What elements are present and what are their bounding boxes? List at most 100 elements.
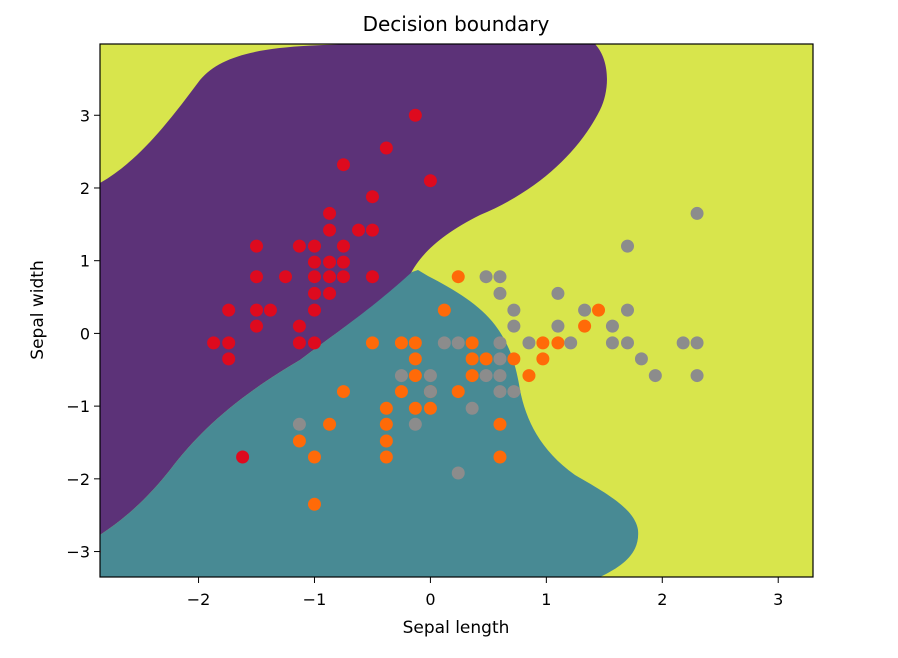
point-series-1-33 [307, 497, 321, 511]
y-tick-label: 3 [80, 106, 90, 125]
y-tick-label: 1 [80, 252, 90, 271]
point-series-0-5 [323, 206, 337, 220]
point-series-0-7 [352, 223, 366, 237]
y-axis: −3 −2 −1 0 1 2 3 [66, 106, 100, 562]
point-series-2-29 [423, 385, 437, 399]
point-series-1-17 [522, 369, 536, 383]
point-series-1-10 [408, 352, 422, 366]
point-series-0-24 [222, 303, 236, 317]
point-series-2-32 [465, 401, 479, 415]
point-series-1-15 [408, 369, 422, 383]
point-series-0-6 [323, 223, 337, 237]
point-series-2-21 [493, 352, 507, 366]
point-series-1-31 [379, 450, 393, 464]
point-series-2-25 [479, 369, 493, 383]
point-series-1-29 [379, 434, 393, 448]
point-series-0-3 [423, 174, 437, 188]
point-series-2-10 [551, 319, 565, 333]
point-series-0-34 [222, 352, 236, 366]
point-series-0-25 [250, 303, 264, 317]
point-series-1-19 [394, 385, 408, 399]
point-series-2-26 [493, 369, 507, 383]
point-series-2-35 [451, 466, 465, 480]
point-series-1-18 [336, 385, 350, 399]
point-series-1-24 [423, 401, 437, 415]
point-series-0-8 [365, 223, 379, 237]
x-tick-label: 3 [773, 590, 783, 609]
point-series-2-15 [522, 336, 536, 350]
y-tick-label: 2 [80, 179, 90, 198]
point-series-1-2 [437, 303, 451, 317]
point-series-0-29 [292, 319, 306, 333]
plot-area [100, 44, 813, 577]
region-purple [100, 44, 607, 535]
point-series-2-7 [578, 303, 592, 317]
x-tick-label: 2 [657, 590, 667, 609]
point-series-2-30 [493, 385, 507, 399]
point-series-1-16 [465, 369, 479, 383]
point-series-2-27 [648, 369, 662, 383]
point-series-0-27 [307, 303, 321, 317]
point-series-2-13 [451, 336, 465, 350]
point-series-2-20 [690, 336, 704, 350]
point-series-1-25 [323, 417, 337, 431]
point-series-2-9 [507, 319, 521, 333]
point-series-0-15 [336, 255, 350, 269]
point-series-1-9 [551, 336, 565, 350]
point-series-0-19 [323, 270, 337, 284]
point-series-0-21 [365, 270, 379, 284]
point-series-2-31 [507, 385, 521, 399]
point-series-0-23 [323, 286, 337, 300]
point-series-0-31 [222, 336, 236, 350]
point-series-1-5 [394, 336, 408, 350]
point-series-1-12 [479, 352, 493, 366]
point-series-1-21 [451, 385, 465, 399]
point-series-1-28 [292, 434, 306, 448]
point-series-1-26 [379, 417, 393, 431]
point-series-1-8 [536, 336, 550, 350]
chart-title: Decision boundary [363, 12, 550, 36]
point-series-1-13 [507, 352, 521, 366]
point-series-0-20 [336, 270, 350, 284]
point-series-0-35 [236, 450, 250, 464]
point-series-0-12 [336, 239, 350, 253]
point-series-2-5 [551, 286, 565, 300]
x-tick-label: −2 [187, 590, 211, 609]
point-series-0-32 [292, 336, 306, 350]
point-series-0-30 [207, 336, 221, 350]
point-series-2-1 [621, 239, 635, 253]
point-series-0-4 [365, 190, 379, 204]
point-series-2-0 [690, 206, 704, 220]
point-series-2-6 [507, 303, 521, 317]
point-series-0-17 [278, 270, 292, 284]
point-series-2-12 [437, 336, 451, 350]
point-series-0-10 [292, 239, 306, 253]
point-series-2-14 [493, 336, 507, 350]
point-series-1-4 [365, 336, 379, 350]
point-series-1-30 [307, 450, 321, 464]
scatter-points [100, 108, 704, 555]
point-series-2-34 [408, 417, 422, 431]
y-tick-label: −3 [66, 543, 90, 562]
point-series-0-33 [307, 336, 321, 350]
point-series-1-11 [465, 352, 479, 366]
point-series-2-18 [621, 336, 635, 350]
point-series-2-33 [292, 417, 306, 431]
x-tick-label: −1 [303, 590, 327, 609]
y-tick-label: −1 [66, 397, 90, 416]
point-series-2-4 [493, 286, 507, 300]
point-series-1-6 [408, 336, 422, 350]
y-axis-label: Sepal width [28, 260, 48, 359]
point-series-2-22 [634, 352, 648, 366]
x-axis: −2 −1 0 1 2 3 [187, 577, 783, 609]
point-series-2-8 [621, 303, 635, 317]
point-series-0-11 [307, 239, 321, 253]
plot-frame [99, 43, 814, 578]
point-series-0-22 [307, 286, 321, 300]
point-series-1-32 [493, 450, 507, 464]
point-series-0-28 [250, 319, 264, 333]
y-tick-label: −2 [66, 470, 90, 489]
point-series-0-14 [323, 255, 337, 269]
point-series-2-17 [605, 336, 619, 350]
